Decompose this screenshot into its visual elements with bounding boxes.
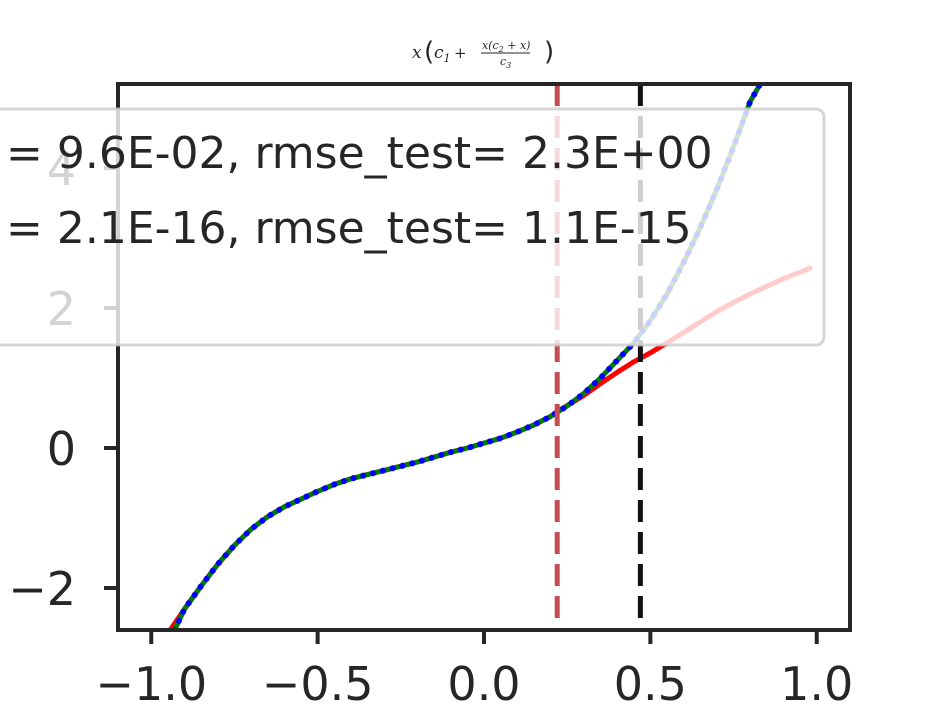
chart-title: x ( c1 + x(c2 + x) c3 ) — [412, 37, 554, 70]
svg-text:c1: c1 — [434, 43, 451, 65]
title-x: x — [412, 43, 422, 63]
x-tick-label: 0.5 — [614, 657, 687, 708]
legend-entry-2: = 2.1E-16, rmse_test= 1.1E-15 — [6, 203, 692, 254]
legend: = 9.6E-02, rmse_test= 2.3E+00 = 2.1E-16,… — [0, 107, 826, 347]
y-tick-label: 0 — [47, 422, 76, 476]
title-close-paren: ) — [544, 37, 554, 67]
y-tick-label: −2 — [8, 562, 76, 616]
svg-text:x: x — [412, 43, 422, 63]
title-den: c — [500, 55, 506, 68]
svg-text:x(c2 + x): x(c2 + x) — [482, 39, 530, 54]
legend-entry-1: = 9.6E-02, rmse_test= 2.3E+00 — [6, 128, 713, 179]
title-c1: c — [434, 43, 444, 63]
title-num-sub: 2 — [498, 45, 504, 54]
x-tick-label: −0.5 — [262, 657, 374, 708]
title-plus: + — [454, 44, 467, 62]
title-den-sub: 3 — [506, 61, 511, 70]
x-tick-label: −1.0 — [95, 657, 207, 708]
title-num: x(c — [482, 39, 499, 52]
svg-text:c3: c3 — [500, 55, 511, 70]
title-open-paren: ( — [424, 37, 434, 67]
title-num-tail: + x) — [504, 39, 531, 52]
title-c1-sub: 1 — [444, 52, 451, 65]
x-tick-label: 0.0 — [447, 657, 520, 708]
legend-frame — [0, 107, 826, 347]
x-tick-label: 1.0 — [780, 657, 853, 708]
x-axis: −1.0 −0.5 0.0 0.5 1.0 — [95, 630, 853, 708]
